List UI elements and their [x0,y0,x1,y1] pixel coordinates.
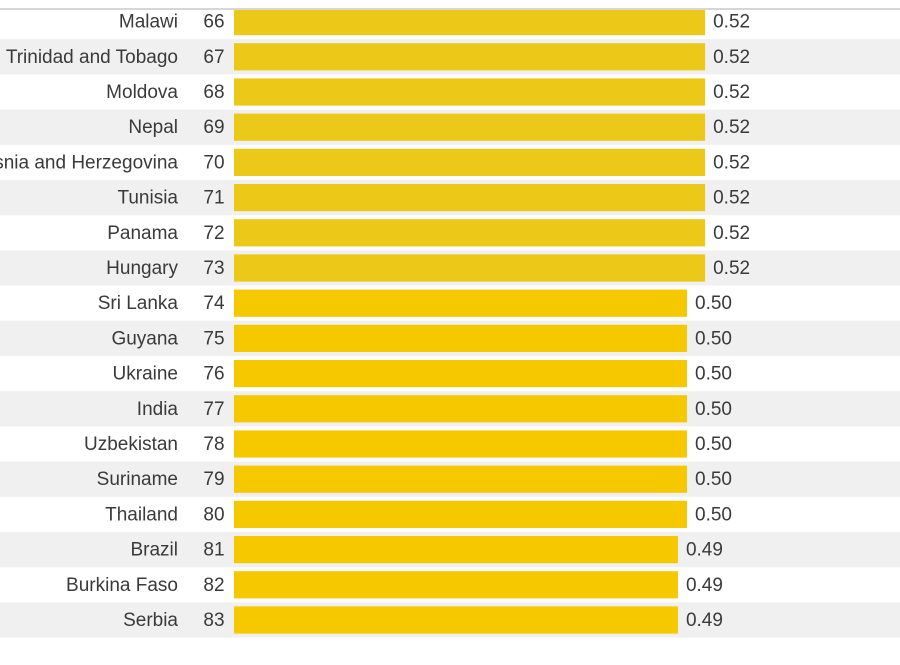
country-label: Uzbekistan [84,434,178,455]
value-label: 0.50 [695,469,732,490]
country-label: Burkina Faso [66,575,178,596]
value-label: 0.50 [695,504,732,525]
country-label: Trinidad and Tobago [6,47,178,68]
rank-label: 79 [203,469,224,490]
value-label: 0.50 [695,434,732,455]
country-label: Sri Lanka [98,293,179,314]
country-label: Suriname [97,469,178,490]
value-label: 0.52 [713,82,750,103]
country-label: Serbia [123,610,178,631]
rank-label: 68 [203,82,224,103]
rank-label: 70 [203,152,224,173]
value-label: 0.52 [713,117,750,138]
rank-label: 78 [203,434,224,455]
bar [234,324,687,352]
bar [234,571,678,599]
country-label: Moldova [106,82,178,103]
rank-label: 75 [203,328,224,349]
rank-label: 77 [203,399,224,420]
country-label: India [137,399,179,420]
value-label: 0.49 [686,610,723,631]
bar [234,430,687,458]
country-label: Bosnia and Herzegovina [0,152,178,173]
value-label: 0.50 [695,293,732,314]
rank-label: 83 [203,610,224,631]
country-label: Ukraine [113,364,178,385]
country-label: Brazil [130,540,178,561]
country-label: Guyana [111,328,178,349]
bar [234,536,678,564]
bar [234,148,706,176]
value-label: 0.50 [695,399,732,420]
value-label: 0.52 [713,47,750,68]
country-label: Panama [107,223,178,244]
country-label: Hungary [106,258,178,279]
rank-label: 80 [203,504,224,525]
bar [234,500,687,528]
top-divider [0,8,900,10]
rank-label: 72 [203,223,224,244]
bar [234,606,678,634]
value-label: 0.52 [713,223,750,244]
value-label: 0.52 [713,188,750,209]
value-label: 0.50 [695,328,732,349]
bar [234,219,706,247]
rank-label: 76 [203,364,224,385]
bar [234,113,706,141]
value-label: 0.52 [713,258,750,279]
bar [234,465,687,493]
value-label: 0.49 [686,540,723,561]
bar [234,43,706,71]
value-label: 0.52 [713,12,750,33]
country-label: Malawi [119,12,178,33]
value-label: 0.52 [713,152,750,173]
rank-label: 66 [203,12,224,33]
bar [234,8,706,36]
rank-label: 69 [203,117,224,138]
rank-label: 67 [203,47,224,68]
bar [234,254,706,282]
rank-label: 74 [203,293,225,314]
country-label: Tunisia [117,188,178,209]
bar [234,395,687,423]
rank-label: 71 [203,188,224,209]
country-label: Thailand [105,504,178,525]
bar [234,78,706,106]
bar [234,289,687,317]
rank-label: 73 [203,258,224,279]
value-label: 0.50 [695,364,732,385]
value-label: 0.49 [686,575,723,596]
bar [234,184,706,212]
rank-label: 82 [203,575,224,596]
country-label: Nepal [128,117,178,138]
rank-label: 81 [203,540,224,561]
bar [234,360,687,388]
